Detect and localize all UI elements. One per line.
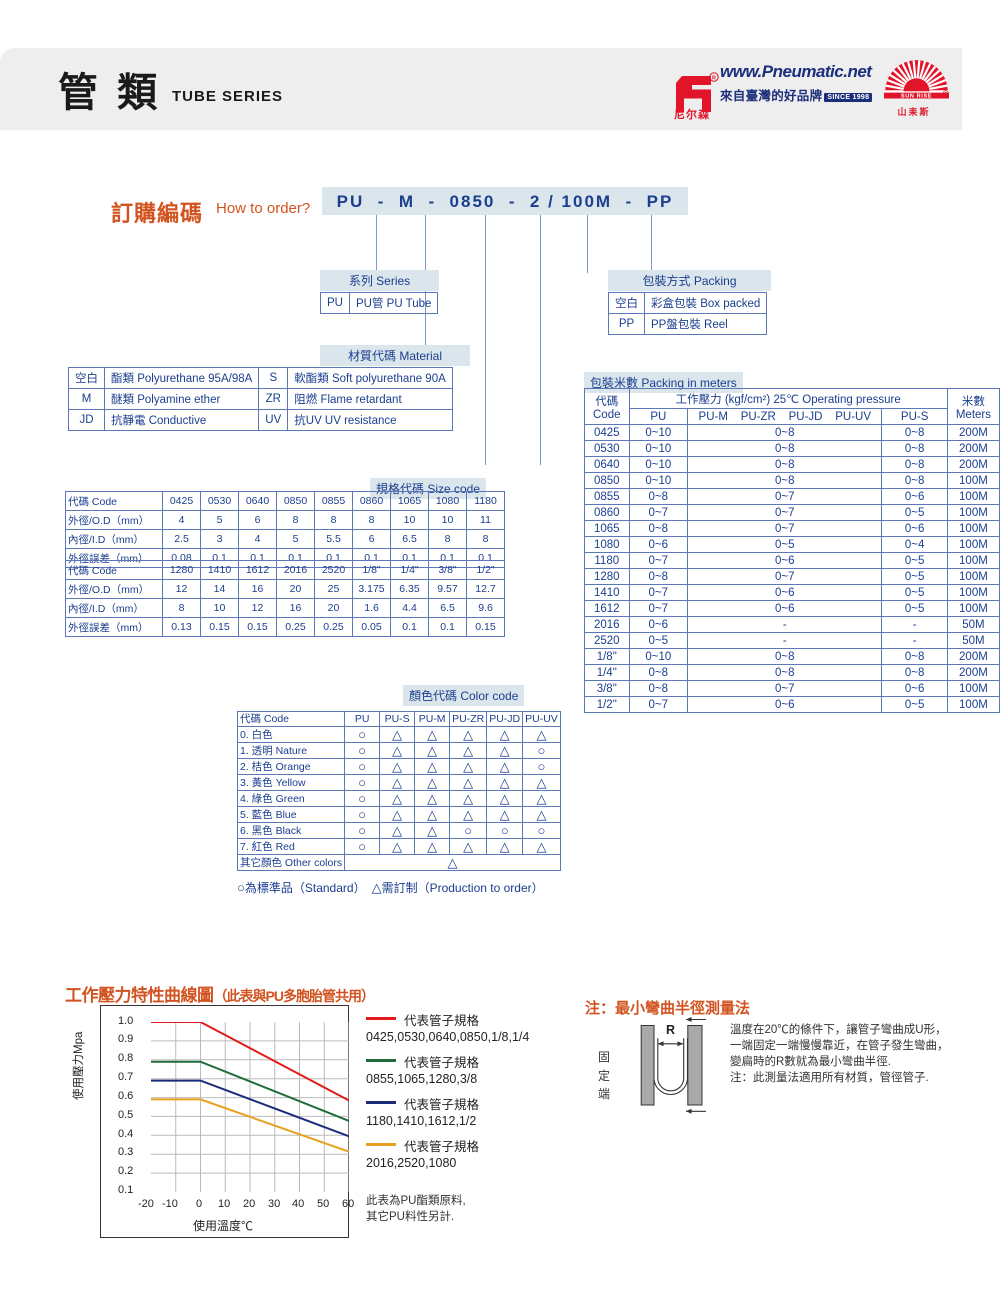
svg-text:SUN RISE: SUN RISE xyxy=(901,94,932,100)
svg-text:R: R xyxy=(712,75,716,81)
svg-text:R: R xyxy=(666,1023,675,1037)
